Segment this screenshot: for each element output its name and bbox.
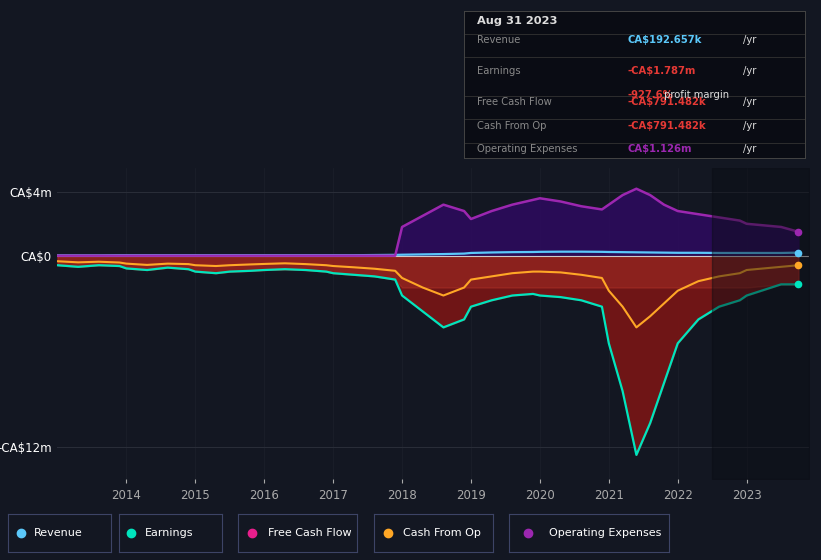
Text: Revenue: Revenue <box>34 528 83 538</box>
Text: Operating Expenses: Operating Expenses <box>549 528 662 538</box>
Text: /yr: /yr <box>743 66 757 76</box>
Text: /yr: /yr <box>743 120 757 130</box>
Text: /yr: /yr <box>743 35 757 45</box>
Text: Operating Expenses: Operating Expenses <box>478 144 578 154</box>
Text: Cash From Op: Cash From Op <box>403 528 481 538</box>
Text: CA$1.126m: CA$1.126m <box>627 144 692 154</box>
Text: Earnings: Earnings <box>478 66 521 76</box>
Text: Cash From Op: Cash From Op <box>478 120 547 130</box>
Text: Free Cash Flow: Free Cash Flow <box>478 97 553 107</box>
Text: /yr: /yr <box>743 97 757 107</box>
Text: CA$192.657k: CA$192.657k <box>627 35 702 45</box>
Text: -CA$1.787m: -CA$1.787m <box>627 66 695 76</box>
Text: -927.6%: -927.6% <box>627 90 673 100</box>
Text: /yr: /yr <box>743 144 757 154</box>
Text: Aug 31 2023: Aug 31 2023 <box>478 16 558 26</box>
Text: Revenue: Revenue <box>478 35 521 45</box>
Text: Free Cash Flow: Free Cash Flow <box>268 528 351 538</box>
Text: -CA$791.482k: -CA$791.482k <box>627 97 706 107</box>
Text: profit margin: profit margin <box>662 90 730 100</box>
Text: -CA$791.482k: -CA$791.482k <box>627 120 706 130</box>
Text: Earnings: Earnings <box>144 528 193 538</box>
